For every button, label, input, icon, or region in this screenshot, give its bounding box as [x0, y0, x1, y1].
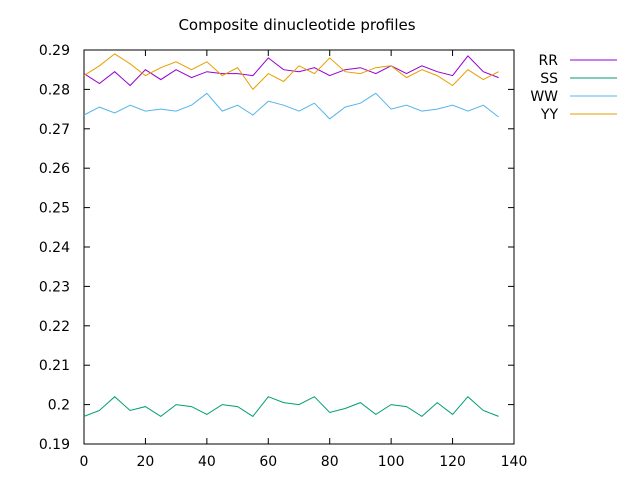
- plot-frame: [83, 49, 515, 445]
- legend-label-yy: YY: [540, 107, 559, 123]
- y-tick-label: 0.21: [39, 358, 70, 374]
- series-line-yy: [83, 53, 499, 91]
- x-tick-label: 60: [259, 454, 277, 470]
- x-tick-label: 100: [378, 454, 405, 470]
- y-tick-label: 0.27: [39, 122, 70, 138]
- y-tick-label: 0.28: [39, 82, 70, 98]
- y-tick-label: 0.19: [39, 437, 70, 453]
- x-tick-label: 40: [198, 454, 216, 470]
- series-line-ss: [83, 395, 499, 418]
- y-tick-label: 0.23: [39, 279, 70, 295]
- series-line-ww: [83, 92, 499, 120]
- series-line-rr: [83, 55, 499, 87]
- x-tick-label: 120: [439, 454, 466, 470]
- y-tick-label: 0.2: [48, 398, 70, 414]
- y-axis: 0.19 0.2 0.21 0.22 0.23 0.24 0.25 0.26 0.27 0.28 0…: [39, 43, 514, 453]
- x-tick-label: 80: [321, 454, 339, 470]
- legend-label-rr: RR: [539, 53, 559, 69]
- y-tick-label: 0.29: [39, 43, 70, 59]
- series-lines: [83, 53, 499, 418]
- plot-border: [83, 49, 515, 445]
- y-tick-label: 0.24: [39, 240, 70, 256]
- x-tick-label: 0: [80, 454, 89, 470]
- x-axis: 0 20 40 60 80 100 120 140: [80, 50, 528, 470]
- y-tick-label: 0.22: [39, 319, 70, 335]
- x-tick-label: 140: [501, 454, 528, 470]
- y-tick-label: 0.26: [39, 161, 70, 177]
- legend: RR SS WW YY: [530, 53, 617, 123]
- legend-label-ss: SS: [540, 71, 558, 87]
- chart-title: Composite dinucleotide profiles: [178, 16, 415, 34]
- legend-label-ww: WW: [530, 89, 558, 105]
- y-tick-label: 0.25: [39, 201, 70, 217]
- x-tick-label: 20: [137, 454, 155, 470]
